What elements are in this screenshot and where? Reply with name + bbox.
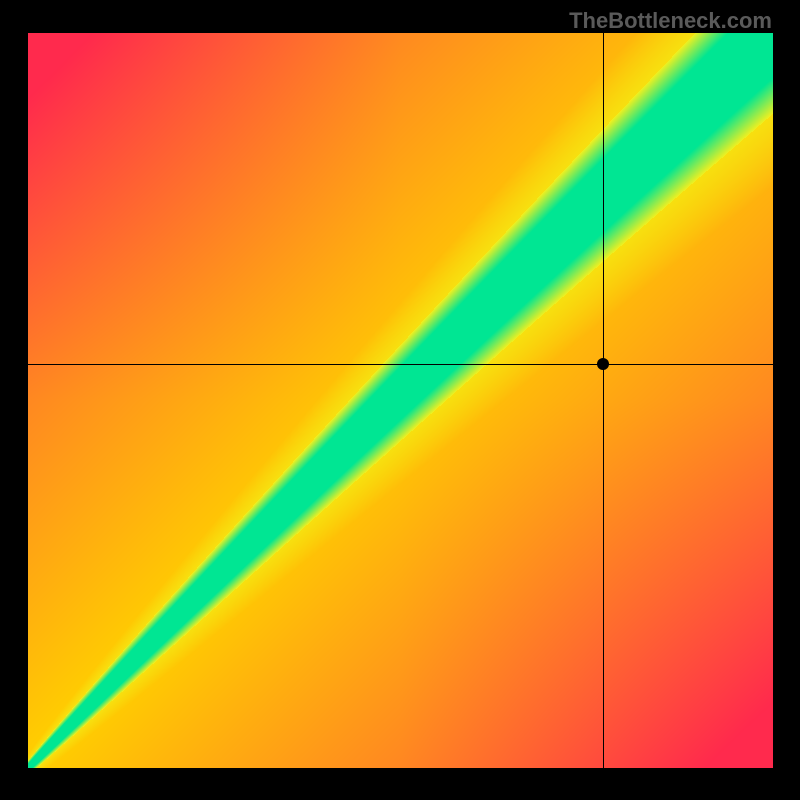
chart-container: TheBottleneck.com [0,0,800,800]
crosshair-marker [597,358,609,370]
watermark-text: TheBottleneck.com [569,8,772,34]
crosshair-vertical [603,33,604,768]
crosshair-horizontal [28,364,773,365]
heatmap-canvas [28,33,773,768]
plot-area [28,33,773,768]
